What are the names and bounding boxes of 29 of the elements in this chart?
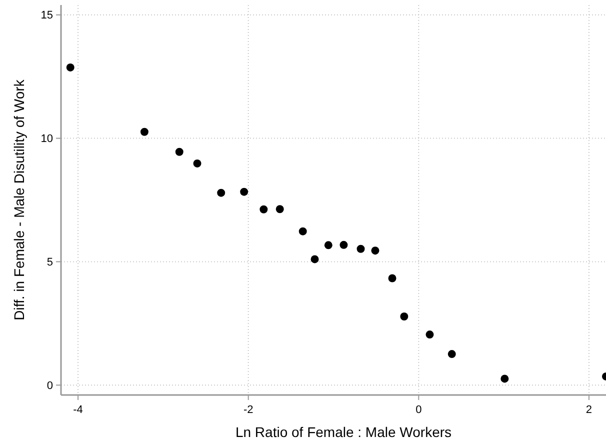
point [388,274,396,282]
point [276,205,284,214]
point [217,188,226,197]
point [240,188,248,196]
x-tick-label: 2 [586,404,592,416]
point [426,330,434,339]
y-tick-label: 15 [40,10,53,22]
y-tick-label: 10 [40,133,53,146]
point [448,350,456,358]
point [310,255,319,264]
point [175,148,184,156]
y-tick-label: 5 [46,256,53,269]
point [193,159,202,168]
y-axis-title: Diff. in Female - Male Disutility of Work [11,78,27,320]
point [400,312,408,320]
point [66,63,74,72]
point [371,246,380,255]
point [140,128,148,136]
point [356,244,365,253]
point [260,205,268,214]
x-tick-label: -2 [243,404,254,416]
point [500,374,509,383]
x-tick-label: -4 [73,404,83,416]
x-axis-title: Ln Ratio of Female : Male Workers [235,424,452,440]
y-tick-label: 0 [46,380,53,392]
point [324,241,332,250]
point [298,227,307,236]
x-tick-label: 0 [416,404,422,416]
point [340,240,348,249]
